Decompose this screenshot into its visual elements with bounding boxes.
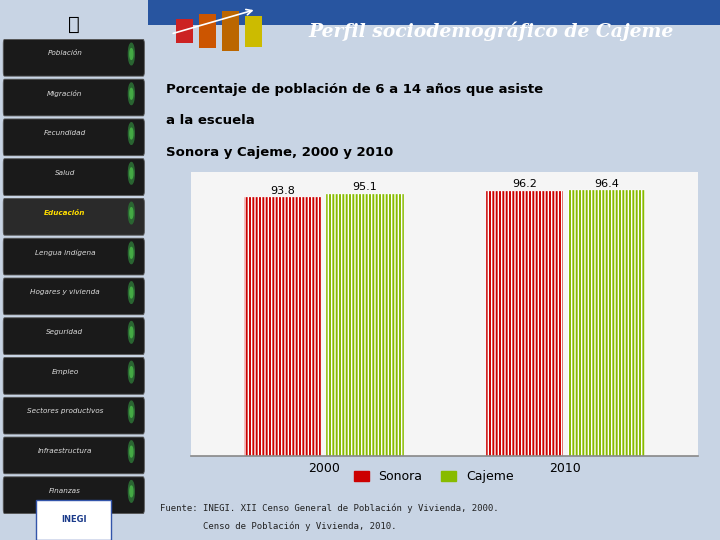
Circle shape xyxy=(128,361,135,383)
Bar xyxy=(148,0,720,25)
Circle shape xyxy=(128,123,135,144)
Circle shape xyxy=(130,486,133,497)
Text: Empleo: Empleo xyxy=(51,369,78,375)
Circle shape xyxy=(130,49,133,59)
Circle shape xyxy=(130,327,133,338)
Circle shape xyxy=(130,247,133,258)
Legend: Sonora, Cajeme: Sonora, Cajeme xyxy=(348,465,519,488)
Text: Fuente: INEGI. XII Censo General de Población y Vivienda, 2000.: Fuente: INEGI. XII Censo General de Pobl… xyxy=(161,504,499,513)
Circle shape xyxy=(128,43,135,65)
Circle shape xyxy=(130,367,133,377)
Text: Migración: Migración xyxy=(48,90,83,97)
Circle shape xyxy=(130,208,133,219)
Text: 93.8: 93.8 xyxy=(270,186,295,196)
Circle shape xyxy=(128,321,135,343)
FancyBboxPatch shape xyxy=(4,39,144,76)
Circle shape xyxy=(130,89,133,99)
Bar xyxy=(486,191,563,456)
Text: 96.4: 96.4 xyxy=(594,179,619,188)
Text: Porcentaje de población de 6 a 14 años que asiste: Porcentaje de población de 6 a 14 años q… xyxy=(166,83,543,96)
Circle shape xyxy=(128,401,135,423)
Bar xyxy=(199,14,216,48)
FancyBboxPatch shape xyxy=(4,119,144,156)
Bar xyxy=(222,11,239,51)
Text: Hogares y vivienda: Hogares y vivienda xyxy=(30,289,100,295)
Text: Finanzas: Finanzas xyxy=(49,488,81,494)
Circle shape xyxy=(130,168,133,179)
FancyBboxPatch shape xyxy=(4,159,144,195)
FancyBboxPatch shape xyxy=(4,357,144,394)
Text: Perfil sociodemográfico de Cajeme: Perfil sociodemográfico de Cajeme xyxy=(308,21,674,41)
FancyBboxPatch shape xyxy=(4,437,144,474)
Bar xyxy=(245,16,262,46)
Bar xyxy=(176,19,194,43)
Text: Educación: Educación xyxy=(44,210,86,215)
Text: Sectores productivos: Sectores productivos xyxy=(27,408,103,414)
Circle shape xyxy=(128,83,135,105)
FancyBboxPatch shape xyxy=(4,238,144,275)
Circle shape xyxy=(128,481,135,502)
Circle shape xyxy=(128,163,135,184)
Circle shape xyxy=(130,446,133,457)
Bar xyxy=(326,193,403,456)
Circle shape xyxy=(128,441,135,462)
FancyBboxPatch shape xyxy=(4,199,144,235)
Text: 96.2: 96.2 xyxy=(512,179,537,189)
Bar xyxy=(244,197,321,456)
Text: INEGI: INEGI xyxy=(61,515,86,524)
Circle shape xyxy=(130,287,133,298)
Text: Población: Población xyxy=(48,50,82,57)
FancyBboxPatch shape xyxy=(4,278,144,315)
Circle shape xyxy=(128,282,135,303)
FancyBboxPatch shape xyxy=(4,397,144,434)
Text: Seguridad: Seguridad xyxy=(46,329,84,335)
FancyBboxPatch shape xyxy=(4,79,144,116)
Circle shape xyxy=(128,242,135,264)
Text: 95.1: 95.1 xyxy=(353,182,377,192)
Text: Infraestructura: Infraestructura xyxy=(37,448,92,454)
Text: Salud: Salud xyxy=(55,170,75,176)
FancyBboxPatch shape xyxy=(36,500,112,540)
Text: Lengua indígena: Lengua indígena xyxy=(35,249,95,255)
FancyBboxPatch shape xyxy=(4,318,144,354)
FancyBboxPatch shape xyxy=(4,477,144,514)
Circle shape xyxy=(128,202,135,224)
Text: Sonora y Cajeme, 2000 y 2010: Sonora y Cajeme, 2000 y 2010 xyxy=(166,146,393,159)
Text: a la escuela: a la escuela xyxy=(166,114,255,127)
Text: Censo de Población y Vivienda, 2010.: Censo de Población y Vivienda, 2010. xyxy=(161,522,397,531)
Text: 🏛: 🏛 xyxy=(68,15,80,34)
Circle shape xyxy=(130,128,133,139)
Text: Fecundidad: Fecundidad xyxy=(44,130,86,136)
Circle shape xyxy=(130,407,133,417)
Bar xyxy=(568,190,645,456)
